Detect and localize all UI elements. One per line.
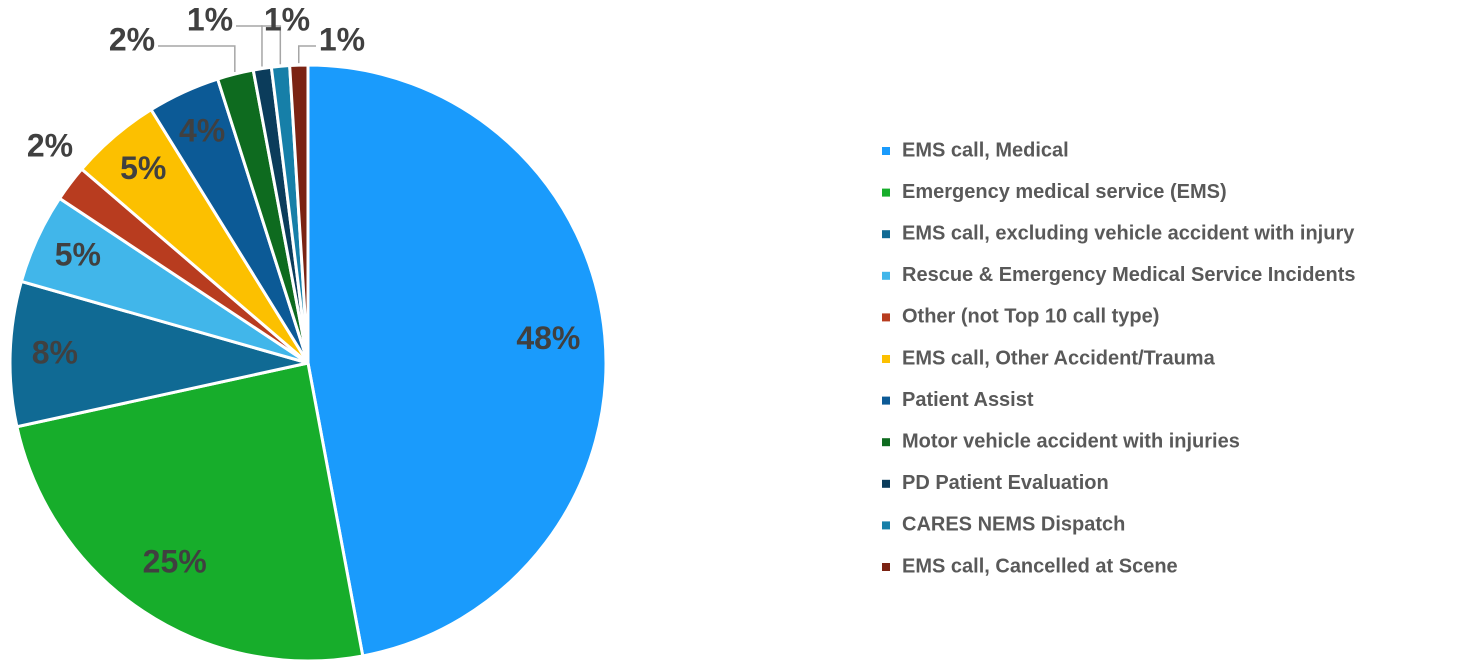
legend-marker (882, 396, 890, 405)
data-label: 1% (187, 1, 233, 37)
legend-label: PD Patient Evaluation (902, 472, 1109, 494)
data-label: 1% (264, 1, 310, 37)
data-label: 5% (120, 150, 166, 186)
legend-marker (882, 355, 890, 363)
pie-slice (8, 279, 309, 429)
legend-label: Motor vehicle accident with injuries (902, 430, 1240, 452)
legend-label: EMS call, Cancelled at Scene (902, 555, 1178, 577)
legend-label: CARES NEMS Dispatch (902, 514, 1125, 536)
leader-line (158, 45, 236, 73)
legend-marker (882, 147, 890, 155)
data-label: 5% (55, 237, 101, 273)
legend-label: Other (not Top 10 call type) (902, 306, 1159, 328)
legend-label: Patient Assist (902, 389, 1034, 411)
legend-label: EMS call, Medical (902, 139, 1069, 161)
data-label: 8% (32, 335, 78, 371)
data-label: 1% (319, 21, 365, 57)
leader-line (298, 45, 316, 64)
legend-marker (882, 230, 890, 239)
legend-marker (882, 188, 890, 197)
data-label: 48% (516, 320, 580, 356)
legend-label: EMS call, excluding vehicle accident wit… (902, 222, 1355, 244)
pie-slice (288, 63, 310, 364)
legend-label: Rescue & Emergency Medical Service Incid… (902, 264, 1356, 286)
data-label: 2% (27, 127, 73, 163)
leader-line (236, 25, 263, 67)
legend-marker (882, 313, 890, 322)
legend-marker (882, 271, 890, 280)
data-label: 25% (143, 544, 207, 580)
pie-slice (306, 63, 608, 658)
legend-marker (882, 438, 890, 447)
legend-marker (882, 479, 890, 488)
legend-marker (882, 521, 890, 530)
leader-line (261, 25, 282, 65)
data-label: 2% (109, 21, 155, 57)
legend-label: EMS call, Other Accident/Trauma (902, 347, 1216, 369)
data-label: 4% (179, 112, 225, 148)
legend-marker (882, 563, 890, 571)
legend-label: Emergency medical service (EMS) (902, 181, 1227, 203)
